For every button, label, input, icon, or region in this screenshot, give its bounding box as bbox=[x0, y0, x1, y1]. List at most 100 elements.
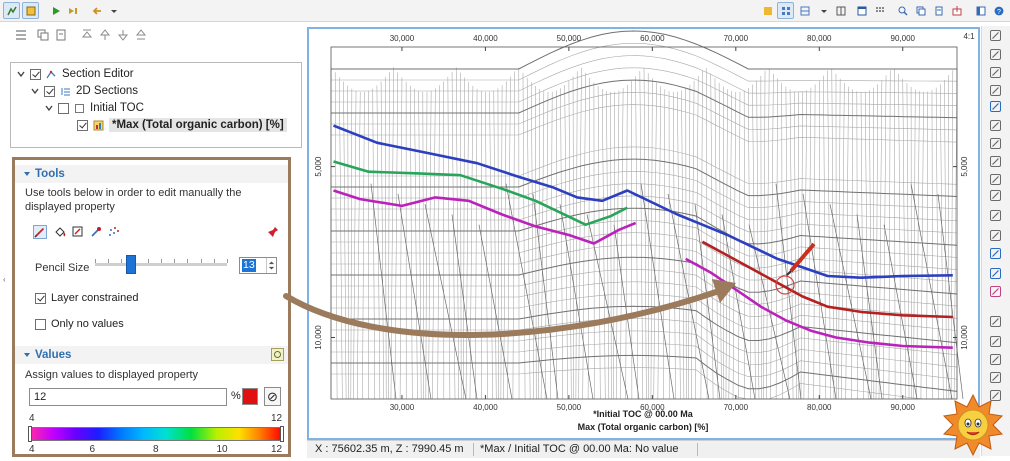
edit-view-icon[interactable] bbox=[22, 2, 39, 19]
section-view-icon[interactable] bbox=[3, 2, 20, 19]
plot-frame bbox=[330, 46, 958, 400]
value-color-swatch[interactable] bbox=[242, 388, 258, 405]
edit-nodes-icon[interactable] bbox=[989, 229, 1002, 242]
2d-sections-checkbox[interactable] bbox=[44, 85, 55, 97]
copy-view-icon[interactable] bbox=[912, 2, 929, 19]
tree-item-max-toc[interactable]: *Max (Total organic carbon) [%] bbox=[77, 117, 287, 133]
select-points-icon[interactable] bbox=[989, 137, 1002, 150]
slider-tick bbox=[174, 259, 176, 263]
play-icon[interactable] bbox=[47, 2, 64, 19]
help-icon[interactable]: ? bbox=[990, 2, 1007, 19]
panel-toggle-icon[interactable] bbox=[972, 2, 989, 19]
select-pointer-icon[interactable] bbox=[989, 119, 1002, 132]
pencil-tip bbox=[786, 270, 792, 276]
initial-toc-checkbox[interactable] bbox=[58, 102, 69, 114]
mesh-vertical-line bbox=[725, 89, 728, 400]
horizon-line bbox=[331, 42, 958, 82]
status-separator bbox=[697, 443, 698, 456]
spray-tool-icon[interactable] bbox=[107, 225, 121, 239]
series-line-3 bbox=[701, 240, 953, 319]
step-icon[interactable] bbox=[64, 2, 81, 19]
max-toc-checkbox[interactable] bbox=[77, 119, 88, 131]
split-icon[interactable] bbox=[989, 267, 1002, 280]
merge-icon[interactable] bbox=[989, 285, 1002, 298]
move-down-icon[interactable] bbox=[116, 28, 130, 42]
eyedropper-tool-icon[interactable] bbox=[89, 225, 103, 239]
tree-item-section-editor[interactable]: Section Editor bbox=[16, 66, 134, 82]
only-no-values-checkbox[interactable] bbox=[35, 318, 46, 330]
color-scale-bar[interactable] bbox=[29, 427, 283, 441]
note-icon[interactable] bbox=[989, 315, 1002, 328]
marker-icon[interactable] bbox=[989, 189, 1002, 202]
sun-view-icon[interactable] bbox=[759, 2, 776, 19]
only-no-values-row[interactable]: Only no values bbox=[35, 318, 124, 330]
layout-grid-icon[interactable] bbox=[777, 2, 794, 19]
tree-item-initial-toc[interactable]: Initial TOC bbox=[44, 100, 144, 116]
fill-bucket-tool-icon[interactable] bbox=[53, 225, 67, 239]
zoom-out-icon[interactable] bbox=[989, 66, 1002, 79]
export-view-icon[interactable] bbox=[948, 2, 965, 19]
layout-columns-icon[interactable] bbox=[832, 2, 849, 19]
mesh-vertical-line bbox=[718, 82, 722, 400]
spinner-arrows-icon[interactable] bbox=[266, 258, 276, 273]
triangle-tool-icon[interactable] bbox=[989, 335, 1002, 348]
pencil-size-slider[interactable] bbox=[125, 255, 136, 274]
values-settings-icon[interactable] bbox=[271, 348, 284, 361]
move-top-icon[interactable] bbox=[80, 28, 94, 42]
tree-item-2d-sections[interactable]: 2D Sections bbox=[30, 83, 138, 99]
pick-icon[interactable] bbox=[989, 173, 1002, 186]
copy-icon[interactable] bbox=[36, 28, 50, 42]
measure-icon[interactable] bbox=[989, 209, 1002, 222]
no-value-button[interactable]: ⊘ bbox=[264, 387, 281, 406]
mesh-vertical-line bbox=[414, 88, 418, 400]
x-tick-label-bottom: 90,000 bbox=[891, 403, 916, 412]
grid-dots-icon[interactable] bbox=[871, 2, 888, 19]
section-editor-checkbox[interactable] bbox=[30, 68, 41, 80]
mesh-vertical-line bbox=[635, 76, 639, 400]
list-icon[interactable] bbox=[14, 28, 28, 42]
pencil-size-spinner[interactable]: 13 bbox=[239, 257, 277, 274]
chevron-down-icon[interactable] bbox=[44, 103, 54, 113]
region-fill-tool-icon[interactable] bbox=[71, 225, 85, 239]
chevron-down-icon[interactable] bbox=[16, 69, 26, 79]
mesh-vertical-line bbox=[602, 89, 606, 400]
select-region-icon[interactable] bbox=[989, 155, 1002, 168]
pan-hand-icon[interactable] bbox=[989, 29, 1002, 42]
paste-icon[interactable] bbox=[54, 28, 68, 42]
zoom-fit-icon[interactable] bbox=[894, 2, 911, 19]
pencil-size-track[interactable] bbox=[95, 263, 227, 266]
layer-constrained-checkbox[interactable] bbox=[35, 292, 46, 304]
pin-icon[interactable] bbox=[266, 225, 280, 239]
mesh-vertical-line bbox=[362, 91, 365, 400]
resize-icon[interactable] bbox=[989, 353, 1002, 366]
layout-single-icon[interactable] bbox=[796, 2, 813, 19]
zoom-box-icon[interactable] bbox=[989, 84, 1002, 97]
layout-dropdown-icon[interactable] bbox=[815, 2, 832, 19]
layer-constrained-row[interactable]: Layer constrained bbox=[35, 292, 138, 304]
move-bottom-icon[interactable] bbox=[134, 28, 148, 42]
dropdown-arrow-icon[interactable] bbox=[105, 2, 122, 19]
main-toolbar: ? bbox=[0, 0, 1010, 22]
window-icon[interactable] bbox=[853, 2, 870, 19]
collapse-handle[interactable]: ‹ bbox=[3, 275, 6, 284]
step-tool-icon[interactable] bbox=[989, 371, 1002, 384]
scale-max-marker[interactable] bbox=[280, 426, 284, 442]
zoom-in-icon[interactable] bbox=[989, 48, 1002, 61]
back-arrow-icon[interactable] bbox=[88, 2, 105, 19]
mesh-vertical-line bbox=[894, 68, 896, 400]
value-input[interactable]: 12 bbox=[29, 388, 227, 406]
pencil-tool-icon[interactable] bbox=[33, 225, 47, 239]
align-icon[interactable] bbox=[989, 389, 1002, 402]
chevron-down-icon[interactable] bbox=[30, 86, 40, 96]
tools-section-header[interactable]: Tools bbox=[15, 165, 288, 183]
mesh-vertical-line bbox=[875, 84, 878, 400]
move-up-icon[interactable] bbox=[98, 28, 112, 42]
fit-all-icon[interactable] bbox=[989, 100, 1002, 113]
paste-view-icon[interactable] bbox=[930, 2, 947, 19]
values-section-header[interactable]: Values bbox=[15, 346, 288, 364]
section-view[interactable]: 30,000 30,000 40,000 40,000 50,000 50,000 60,0… bbox=[307, 27, 980, 440]
scale-min-marker[interactable] bbox=[28, 426, 32, 442]
paint-icon[interactable] bbox=[989, 247, 1002, 260]
pencil-size-value[interactable]: 13 bbox=[242, 259, 256, 272]
cross-section-chart[interactable]: 30,000 30,000 40,000 40,000 50,000 50,000 60,0… bbox=[309, 29, 978, 438]
